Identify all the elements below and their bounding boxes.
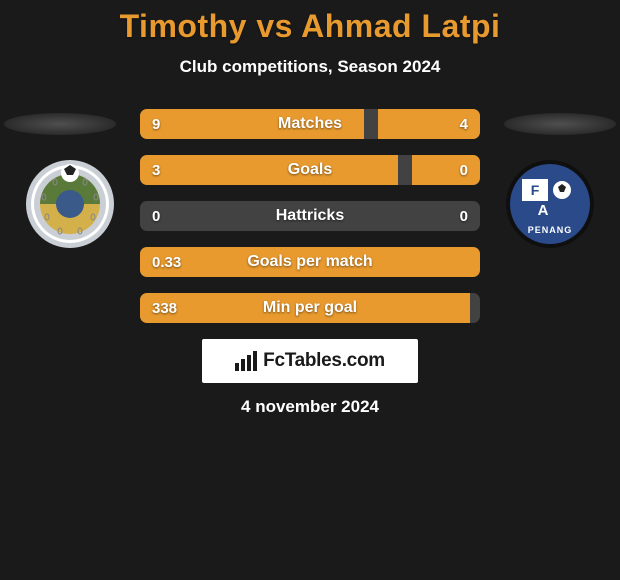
stat-row: 0.33Goals per match [140, 247, 480, 277]
team-badge-right: F A PENANG [500, 159, 600, 249]
team-badge-left [20, 159, 120, 249]
stat-row: 30Goals [140, 155, 480, 185]
date-label: 4 november 2024 [0, 397, 620, 417]
page-title: Timothy vs Ahmad Latpi [0, 8, 620, 45]
stat-row: 00Hattricks [140, 201, 480, 231]
stat-label: Min per goal [140, 293, 480, 323]
brand-label: FcTables.com [263, 350, 385, 372]
subtitle: Club competitions, Season 2024 [0, 57, 620, 77]
stat-label: Goals per match [140, 247, 480, 277]
avatar-shadow-right [504, 113, 616, 135]
stat-label: Goals [140, 155, 480, 185]
comparison-widget: Timothy vs Ahmad Latpi Club competitions… [0, 0, 620, 580]
avatar-shadow-left [4, 113, 116, 135]
stat-label: Matches [140, 109, 480, 139]
stat-row: 338Min per goal [140, 293, 480, 323]
svg-text:A: A [538, 202, 551, 219]
brand-box[interactable]: FcTables.com [202, 339, 418, 383]
bar-chart-icon [235, 351, 257, 371]
stat-row: 94Matches [140, 109, 480, 139]
stat-label: Hattricks [140, 201, 480, 231]
chart-area: F A PENANG 94Matches 30Goals 00Hattricks 0.… [0, 109, 620, 323]
svg-text:F: F [531, 182, 540, 198]
stat-bars: 94Matches 30Goals 00Hattricks 0.33Goals per… [140, 109, 480, 323]
svg-text:PENANG: PENANG [528, 225, 573, 235]
